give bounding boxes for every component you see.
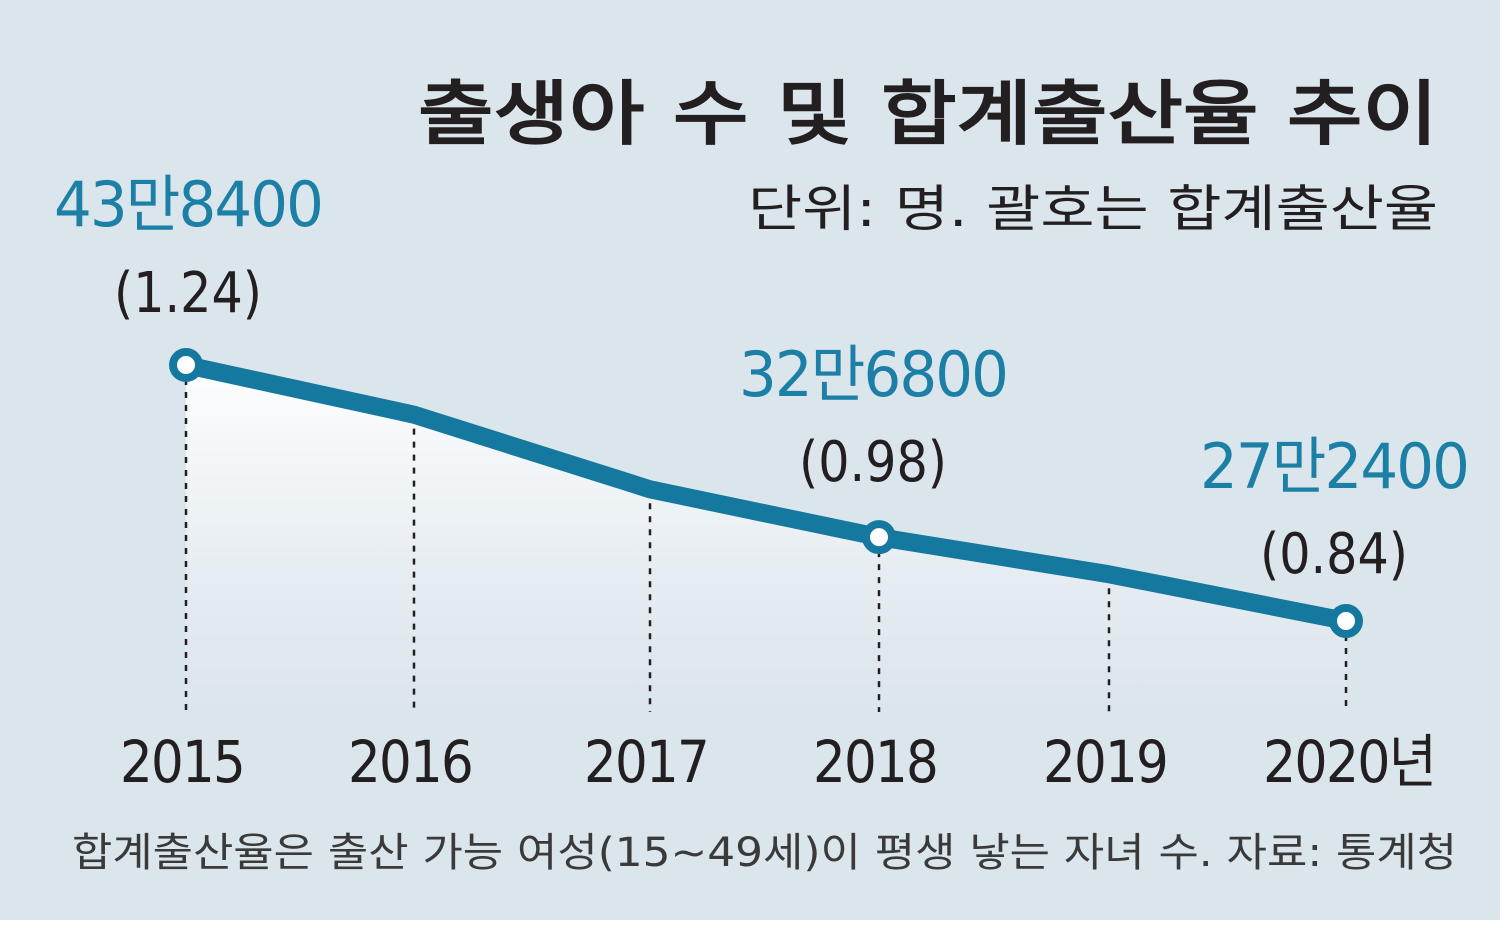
point-marker-0: [169, 348, 203, 382]
x-axis-ticks: 2015 2016 2017 2018 2019 2020년: [120, 728, 1437, 796]
rate-label-0: (1.24): [114, 261, 262, 326]
x-tick-label-0: 2015: [120, 728, 244, 796]
series-line: [177, 356, 1355, 630]
x-tick-label-4: 2019: [1043, 728, 1167, 796]
value-label-3: 32만6800: [739, 338, 1007, 411]
rate-label-5: (0.84): [1260, 522, 1408, 587]
point-markers: [169, 348, 1363, 638]
value-label-5: 27만2400: [1200, 430, 1468, 503]
chart-title: 출생아 수 및 합계출산율 추이: [418, 73, 1438, 155]
area-fill: [186, 365, 1346, 712]
x-tick-label-1: 2016: [348, 728, 472, 796]
chart-subtitle: 단위: 명. 괄호는 합계출산율: [748, 180, 1438, 238]
value-label-0: 43만8400: [54, 168, 322, 241]
footnote: 합계출산율은 출산 가능 여성(15~49세)이 평생 낳는 자녀 수. 자료:…: [72, 830, 1457, 876]
drop-lines: [184, 379, 1348, 712]
rate-label-3: (0.98): [799, 430, 947, 495]
value-labels: 43만8400 (1.24) 32만6800 (0.98) 27만2400 (0.84): [54, 168, 1470, 587]
point-marker-5: [1329, 604, 1363, 638]
x-tick-label-2: 2017: [584, 728, 708, 796]
x-tick-label-3: 2018: [813, 728, 937, 796]
x-tick-label-5: 2020년: [1263, 728, 1435, 796]
point-marker-3: [862, 520, 896, 555]
